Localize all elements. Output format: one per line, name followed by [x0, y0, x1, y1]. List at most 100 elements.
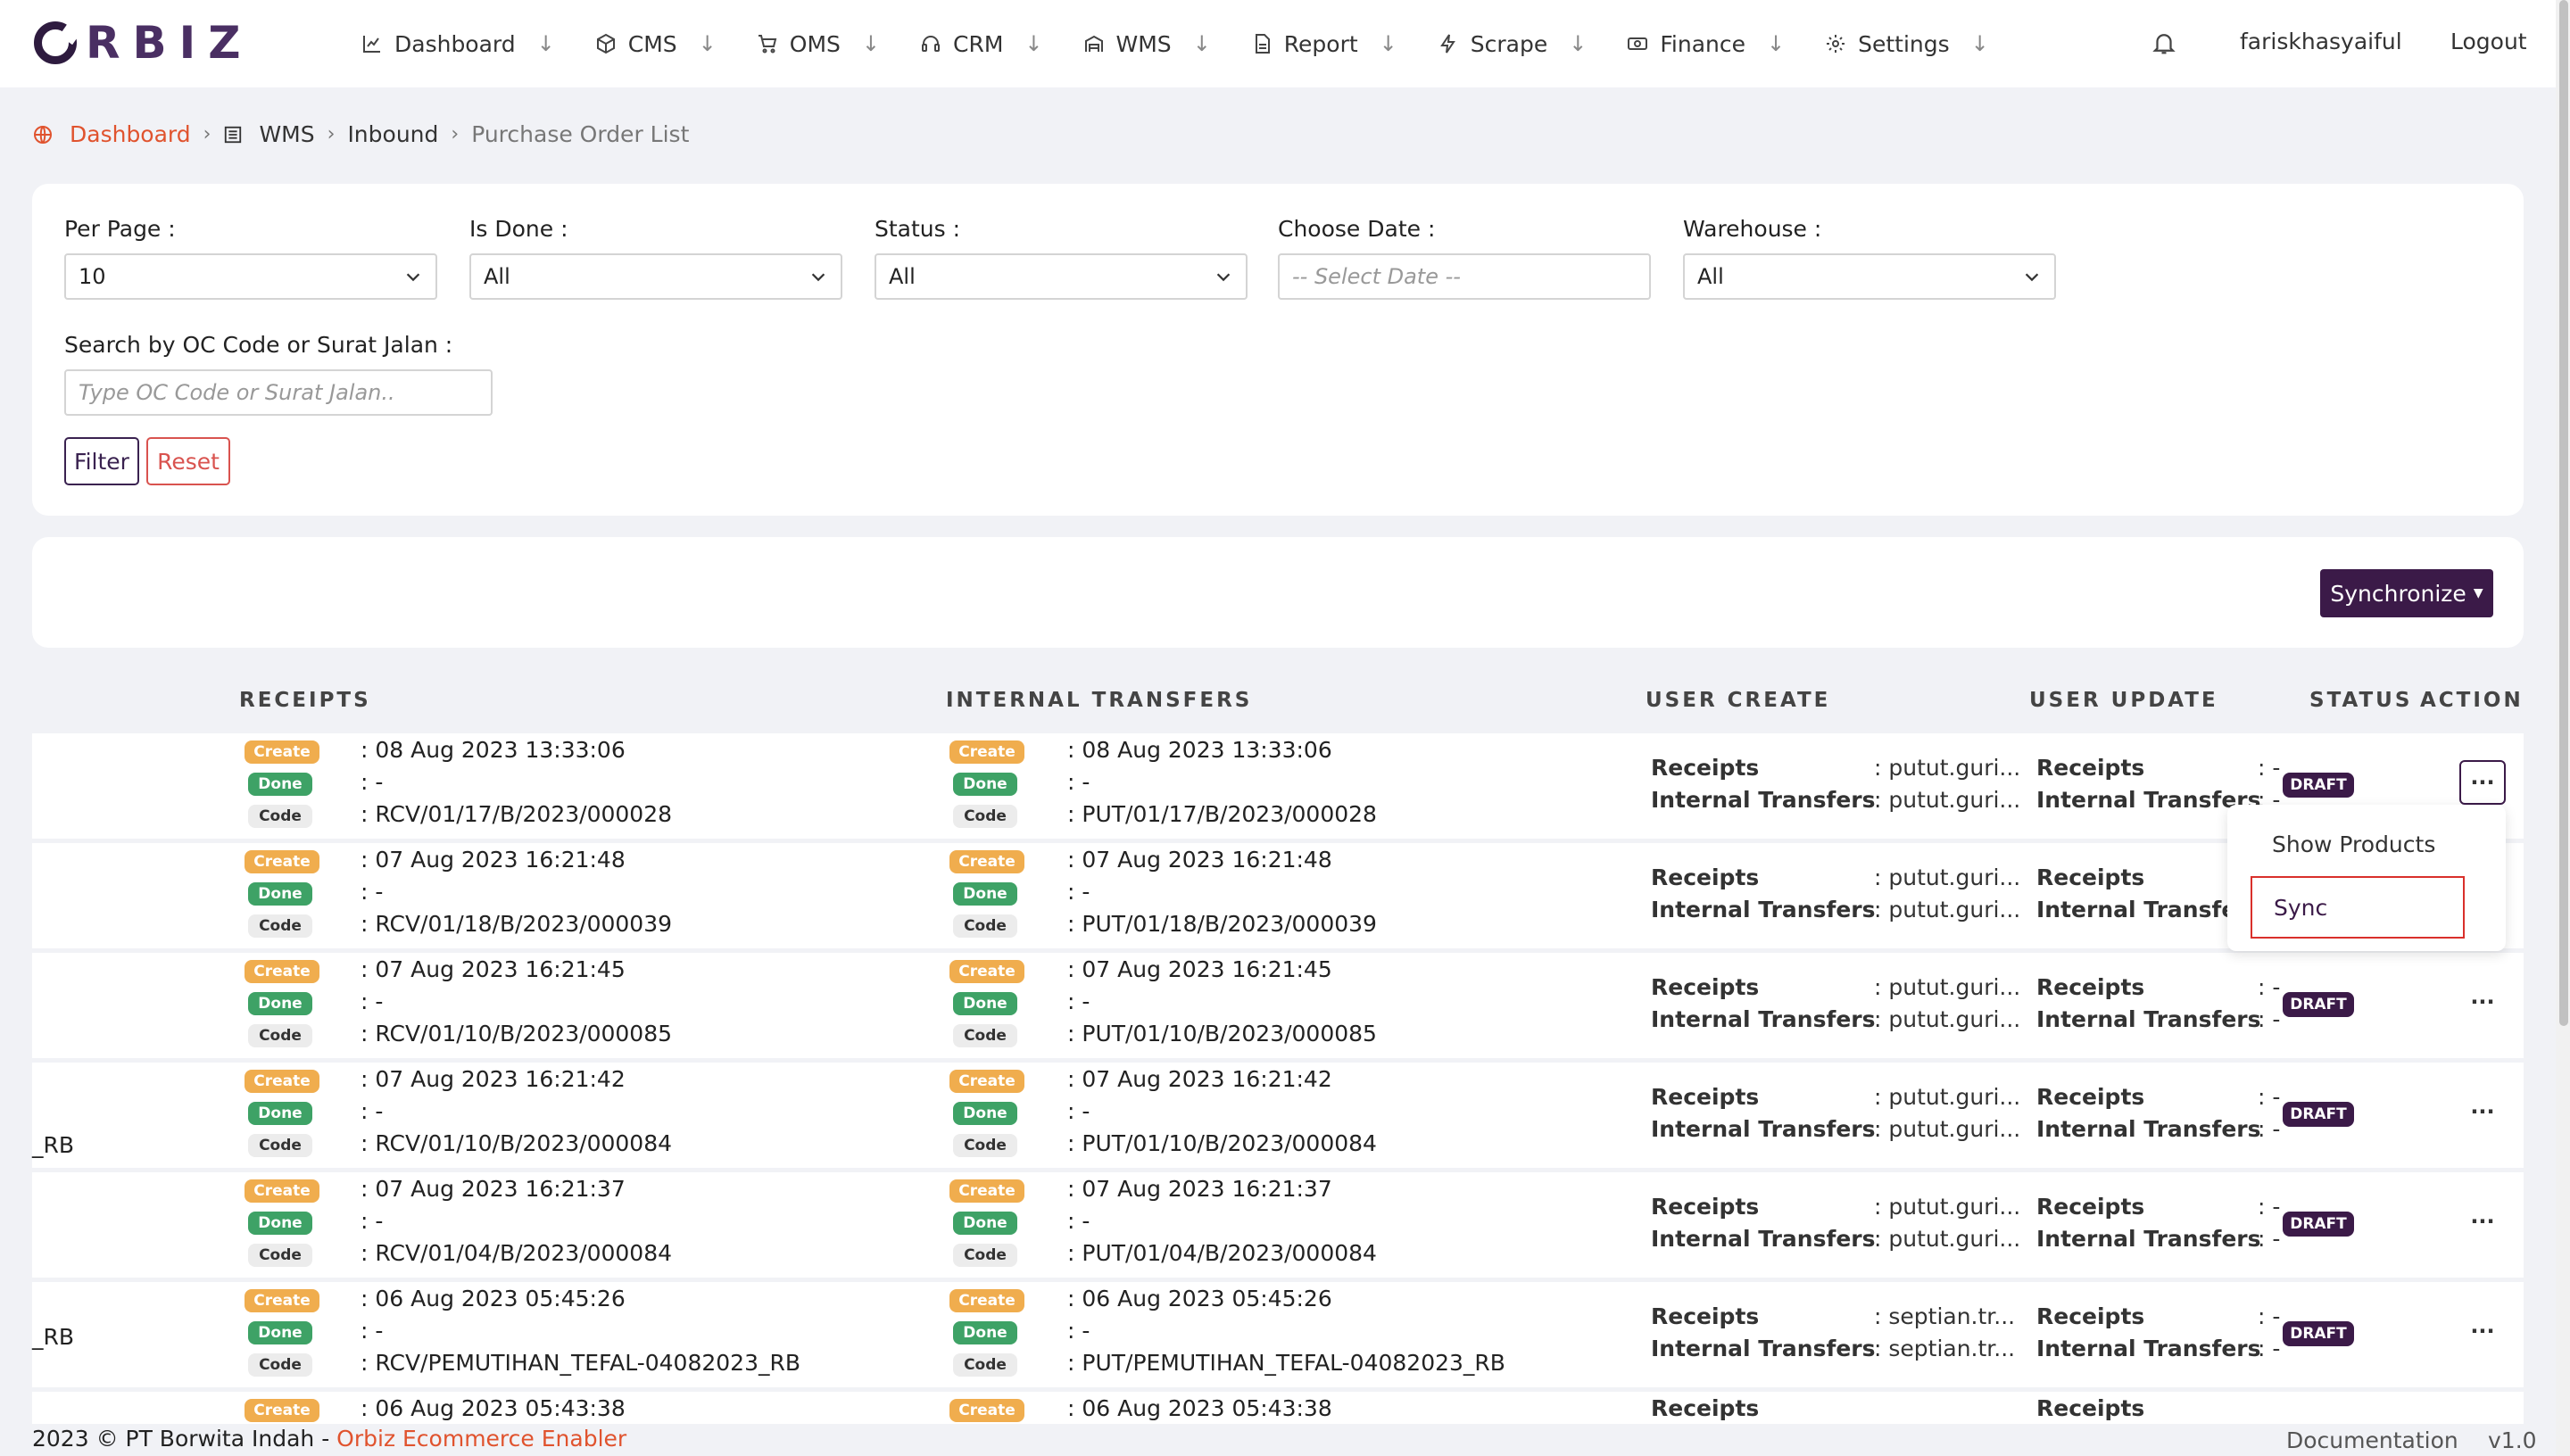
- user-create-internal-value: : putut.guri...: [1874, 897, 2021, 922]
- done-badge: Done: [953, 882, 1017, 906]
- user-create-receipts-label: Receipts: [1651, 1303, 1760, 1329]
- code-badge: Code: [248, 1353, 312, 1377]
- breadcrumb-dashboard: Dashboard: [70, 121, 191, 147]
- done-badge: Done: [953, 773, 1017, 796]
- scrollbar-thumb[interactable]: [2559, 0, 2568, 1026]
- money-icon: [1626, 32, 1649, 55]
- show-products-item[interactable]: Show Products: [2272, 831, 2436, 857]
- receipt-done-date: : -: [361, 879, 384, 905]
- user-create-internal-value: : putut.guri...: [1874, 787, 2021, 813]
- reset-button[interactable]: Reset: [146, 437, 230, 485]
- more-actions-button[interactable]: ···: [2470, 989, 2495, 1014]
- user-update-receipts-label: Receipts: [2036, 755, 2145, 781]
- is-done-select[interactable]: All: [469, 253, 842, 300]
- nav-dashboard[interactable]: Dashboard ↓: [361, 0, 555, 87]
- arrow-down-icon: ↓: [536, 31, 555, 56]
- nav-finance[interactable]: Finance ↓: [1626, 0, 1785, 87]
- code-badge: Code: [248, 1024, 312, 1047]
- logout-link[interactable]: Logout: [2450, 29, 2527, 54]
- receipt-code: : RCV/01/04/B/2023/000084: [361, 1240, 672, 1266]
- nav-crm-label: CRM: [953, 30, 1004, 57]
- transfer-done-date: : -: [1067, 1318, 1090, 1344]
- create-badge: Create: [245, 1399, 319, 1422]
- transfer-code: : PUT/01/10/B/2023/000084: [1067, 1130, 1377, 1156]
- user-create-internal-value: : septian.tr...: [1874, 1336, 2016, 1361]
- user-create-internal-value: : putut.guri...: [1874, 1006, 2021, 1032]
- user-create-internal-label: Internal Transfers: [1651, 1006, 1876, 1032]
- main-menu: Dashboard ↓ CMS ↓ OMS ↓ CRM ↓ WMS ↓ Repo…: [361, 0, 2028, 87]
- nav-crm[interactable]: CRM ↓: [919, 0, 1043, 87]
- receipt-done-date: : -: [361, 1318, 384, 1344]
- user-create-receipts-label: Receipts: [1651, 1084, 1760, 1110]
- receipt-done-date: : -: [361, 1098, 384, 1124]
- code-badge: Code: [248, 914, 312, 938]
- receipt-create-date: : 07 Aug 2023 16:21:45: [361, 956, 626, 982]
- arrow-down-icon: ↓: [1379, 31, 1397, 56]
- footer: 2023 © PT Borwita Indah - Orbiz Ecommerc…: [0, 1424, 2556, 1456]
- done-badge: Done: [953, 1102, 1017, 1125]
- brand-link[interactable]: Orbiz Ecommerce Enabler: [336, 1426, 627, 1452]
- documentation-link[interactable]: Documentation: [2286, 1427, 2458, 1453]
- nav-scrape[interactable]: Scrape ↓: [1437, 0, 1587, 87]
- nav-wms[interactable]: WMS ↓: [1082, 0, 1211, 87]
- user-update-internal-value: : -: [2258, 1336, 2281, 1361]
- warehouse-select[interactable]: All: [1683, 253, 2056, 300]
- orbiz-logo[interactable]: RBIZ: [34, 17, 253, 69]
- per-page-select[interactable]: 10: [64, 253, 437, 300]
- create-badge: Create: [949, 960, 1024, 983]
- search-label: Search by OC Code or Surat Jalan :: [64, 332, 453, 358]
- done-badge: Done: [953, 992, 1017, 1015]
- create-badge: Create: [949, 850, 1024, 873]
- user-name-link[interactable]: fariskhasyaiful: [2240, 29, 2402, 54]
- truncated-cell: _RB: [32, 1132, 75, 1158]
- breadcrumb-home[interactable]: Dashboard: [32, 121, 191, 147]
- user-create-receipts-value: : putut.guri...: [1874, 864, 2021, 890]
- filter-button[interactable]: Filter: [64, 437, 139, 485]
- arrow-down-icon: ↓: [861, 31, 880, 56]
- done-badge: Done: [248, 1321, 312, 1344]
- user-create-internal-value: : putut.guri...: [1874, 1226, 2021, 1252]
- chart-line-icon: [361, 32, 384, 55]
- sync-menu-item[interactable]: Sync: [2251, 876, 2465, 939]
- copyright-text: 2023 © PT Borwita Indah -: [32, 1426, 337, 1452]
- breadcrumb-inbound[interactable]: Inbound: [347, 121, 439, 147]
- receipt-code: : RCV/01/10/B/2023/000085: [361, 1021, 672, 1046]
- transfer-code: : PUT/01/17/B/2023/000028: [1067, 801, 1377, 827]
- status-select[interactable]: All: [875, 253, 1248, 300]
- transfer-done-date: : -: [1067, 1208, 1090, 1234]
- code-badge: Code: [953, 1134, 1017, 1157]
- user-update-receipts-label: Receipts: [2036, 864, 2145, 890]
- transfer-create-date: : 06 Aug 2023 05:45:26: [1067, 1286, 1332, 1311]
- more-actions-button[interactable]: ···: [2470, 1099, 2495, 1124]
- create-badge: Create: [245, 850, 319, 873]
- receipt-done-date: : -: [361, 989, 384, 1014]
- nav-oms[interactable]: OMS ↓: [756, 0, 880, 87]
- search-input[interactable]: Type OC Code or Surat Jalan..: [64, 369, 493, 416]
- nav-settings[interactable]: Settings ↓: [1824, 0, 1989, 87]
- caret-down-icon: ▼: [2473, 586, 2483, 600]
- user-update-internal-label: Internal Transfers: [2036, 787, 2261, 813]
- per-page-label: Per Page :: [64, 216, 176, 242]
- chevron-right-icon: ›: [203, 123, 211, 145]
- chevron-right-icon: ›: [451, 123, 460, 145]
- user-update-receipts-label: Receipts: [2036, 1194, 2145, 1220]
- more-actions-button[interactable]: ···: [2459, 760, 2506, 805]
- more-actions-button[interactable]: ···: [2470, 1209, 2495, 1234]
- more-actions-button[interactable]: ···: [2470, 1319, 2495, 1344]
- nav-report[interactable]: Report ↓: [1250, 0, 1397, 87]
- code-badge: Code: [953, 914, 1017, 938]
- receipt-create-date: : 07 Aug 2023 16:21:42: [361, 1066, 626, 1092]
- nav-scrape-label: Scrape: [1470, 30, 1548, 57]
- header-user-create: USER CREATE: [1646, 689, 1831, 712]
- footer-copyright: 2023 © PT Borwita Indah - Orbiz Ecommerc…: [32, 1426, 626, 1452]
- date-picker-input[interactable]: -- Select Date --: [1278, 253, 1651, 300]
- synchronize-button[interactable]: Synchronize ▼: [2320, 569, 2493, 617]
- bell-icon[interactable]: [2151, 29, 2179, 59]
- nav-report-label: Report: [1283, 30, 1358, 57]
- nav-cms-label: CMS: [627, 30, 677, 57]
- logo-text: RBIZ: [86, 17, 253, 69]
- breadcrumb-wms[interactable]: WMS: [223, 121, 315, 147]
- arrow-down-icon: ↓: [698, 31, 717, 56]
- nav-cms[interactable]: CMS ↓: [594, 0, 717, 87]
- warehouse-label: Warehouse :: [1683, 216, 1822, 242]
